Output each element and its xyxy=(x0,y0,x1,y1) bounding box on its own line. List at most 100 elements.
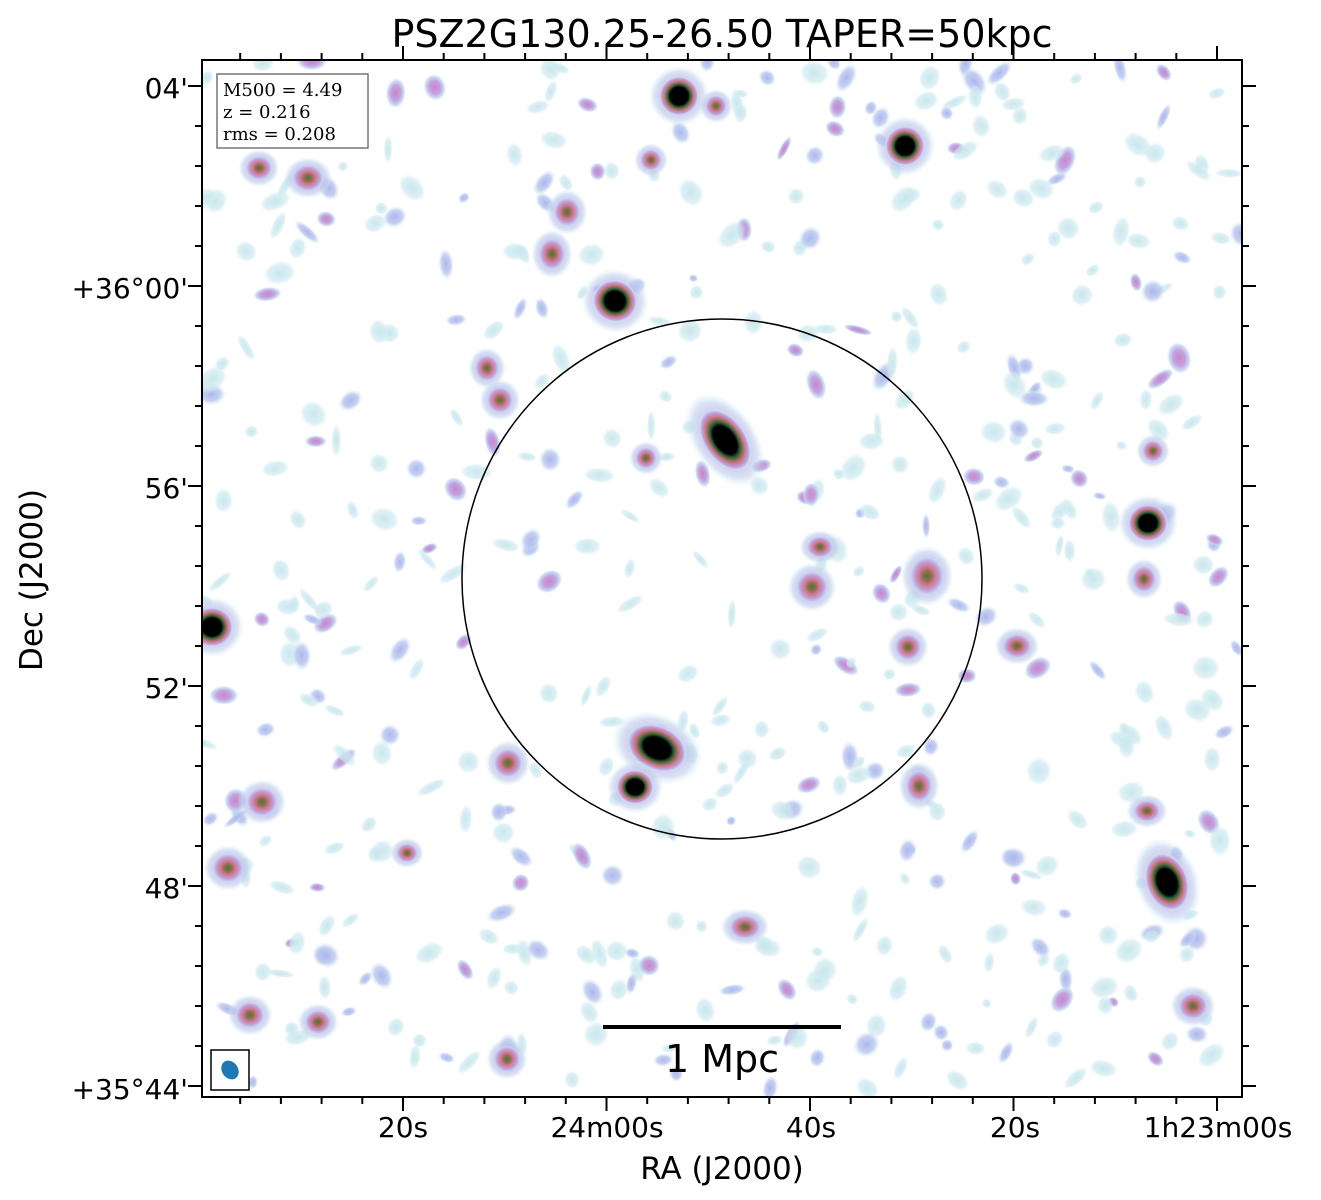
noise-blob xyxy=(985,60,1013,87)
noise-blob xyxy=(1056,216,1080,241)
noise-blob xyxy=(369,453,390,474)
noise-blob xyxy=(1070,283,1094,307)
noise-blob xyxy=(598,756,615,777)
noise-blob xyxy=(834,63,858,93)
noise-blob xyxy=(1111,215,1131,248)
noise-blob xyxy=(1089,390,1104,411)
noise-blob xyxy=(1143,142,1167,165)
noise-blob xyxy=(1043,422,1067,436)
noise-blob xyxy=(571,842,593,870)
noise-blob xyxy=(536,569,563,594)
radio-source xyxy=(304,1009,332,1035)
noise-blob xyxy=(341,912,360,928)
noise-blob xyxy=(1050,986,1075,1013)
noise-blob xyxy=(370,740,393,767)
noise-blob xyxy=(1089,975,1120,1000)
plot-frame xyxy=(201,59,1243,1098)
noise-blob xyxy=(316,210,336,228)
noise-blob xyxy=(946,597,971,614)
noise-blob xyxy=(1129,272,1143,292)
noise-blob xyxy=(1057,908,1073,920)
noise-blob xyxy=(263,260,297,286)
noise-blob xyxy=(1147,1051,1164,1067)
noise-blob xyxy=(921,512,931,540)
noise-blob xyxy=(888,602,909,623)
noise-blob xyxy=(1000,97,1027,112)
noise-blob xyxy=(1155,102,1172,131)
noise-blob xyxy=(805,627,829,643)
noise-blob xyxy=(1203,746,1221,773)
noise-blob xyxy=(1034,854,1060,878)
noise-blob xyxy=(258,834,273,848)
noise-blob xyxy=(904,326,923,356)
noise-blob xyxy=(986,179,1009,200)
noise-blob xyxy=(826,60,842,71)
noise-blob xyxy=(1063,538,1076,563)
noise-blob xyxy=(983,922,1010,946)
x-tick-label: 1h23m00s xyxy=(1144,1111,1293,1144)
y-tick-label: +35°44' xyxy=(72,1073,188,1106)
noise-blob xyxy=(508,845,534,868)
noise-blob xyxy=(459,463,494,481)
noise-blob xyxy=(539,130,568,150)
noise-blob xyxy=(1185,160,1212,182)
noise-blob xyxy=(456,959,474,981)
noise-blob xyxy=(528,761,543,780)
noise-blob xyxy=(1025,756,1052,786)
noise-blob xyxy=(260,459,290,478)
info-redshift: z = 0.216 xyxy=(223,102,311,123)
noise-blob xyxy=(957,60,974,78)
noise-blob xyxy=(971,114,991,138)
noise-blob xyxy=(825,120,846,138)
noise-blob xyxy=(831,773,848,797)
noise-blob xyxy=(378,723,401,747)
noise-blob xyxy=(595,675,612,698)
noise-blob xyxy=(898,838,917,863)
noise-blob xyxy=(1185,1024,1209,1044)
noise-blob xyxy=(1207,565,1229,588)
noise-blob xyxy=(850,885,870,918)
noise-blob xyxy=(255,721,276,738)
noise-blob xyxy=(589,162,606,181)
noise-blob xyxy=(346,500,359,520)
noise-blob xyxy=(265,968,296,979)
noise-blob xyxy=(1085,263,1101,277)
noise-blob xyxy=(202,811,219,827)
noise-blob xyxy=(408,657,425,681)
radio-sources-layer xyxy=(202,65,1216,1080)
noise-blob xyxy=(948,189,969,212)
noise-blob xyxy=(743,309,764,336)
noise-blob xyxy=(857,431,886,451)
noise-blob xyxy=(1139,388,1153,411)
noise-blob xyxy=(1183,829,1196,839)
noise-blob xyxy=(1023,449,1044,463)
noise-blob xyxy=(385,77,406,109)
noise-blob xyxy=(207,571,233,593)
radio-source xyxy=(1178,992,1208,1020)
noise-blob xyxy=(478,927,500,945)
noise-blob xyxy=(449,408,464,428)
radio-source xyxy=(291,164,325,192)
noise-blob xyxy=(1054,533,1065,558)
noise-blob xyxy=(670,120,691,145)
noise-blob xyxy=(534,296,550,320)
noise-blob xyxy=(1029,936,1051,959)
noise-blob xyxy=(852,565,866,578)
radio-source xyxy=(704,94,728,118)
noise-blob xyxy=(369,506,400,532)
noise-blob xyxy=(1162,612,1195,627)
noise-blob xyxy=(438,248,454,281)
noise-blob xyxy=(804,145,825,166)
noise-blob xyxy=(762,1074,779,1097)
noise-blob xyxy=(895,743,917,759)
noise-blob xyxy=(296,60,327,71)
noise-blob xyxy=(1020,252,1035,267)
noise-blob xyxy=(485,965,503,991)
noise-blob xyxy=(299,400,328,429)
noise-blob xyxy=(616,594,644,614)
noise-blob xyxy=(213,487,234,514)
noise-blob xyxy=(288,236,307,260)
noise-blob xyxy=(1134,679,1155,705)
noise-blob xyxy=(1019,869,1044,880)
